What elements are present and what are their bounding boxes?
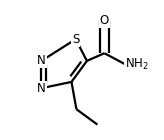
Text: S: S <box>72 33 79 46</box>
Text: O: O <box>100 15 109 27</box>
Text: NH$_2$: NH$_2$ <box>125 57 149 72</box>
Text: N: N <box>37 54 46 67</box>
Text: N: N <box>37 82 46 95</box>
